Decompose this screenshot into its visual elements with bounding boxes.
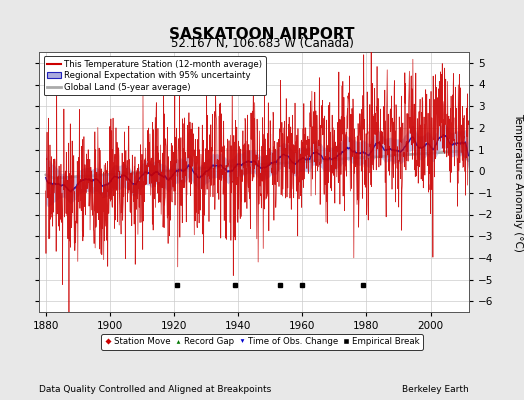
- Text: 52.167 N, 106.683 W (Canada): 52.167 N, 106.683 W (Canada): [171, 37, 353, 50]
- Text: Data Quality Controlled and Aligned at Breakpoints: Data Quality Controlled and Aligned at B…: [39, 385, 271, 394]
- Text: Berkeley Earth: Berkeley Earth: [402, 385, 469, 394]
- Legend: Station Move, Record Gap, Time of Obs. Change, Empirical Break: Station Move, Record Gap, Time of Obs. C…: [101, 334, 423, 350]
- Legend: This Temperature Station (12-month average), Regional Expectation with 95% uncer: This Temperature Station (12-month avera…: [43, 56, 266, 95]
- Text: SASKATOON AIRPORT: SASKATOON AIRPORT: [169, 27, 355, 42]
- Y-axis label: Temperature Anomaly (°C): Temperature Anomaly (°C): [513, 112, 523, 252]
